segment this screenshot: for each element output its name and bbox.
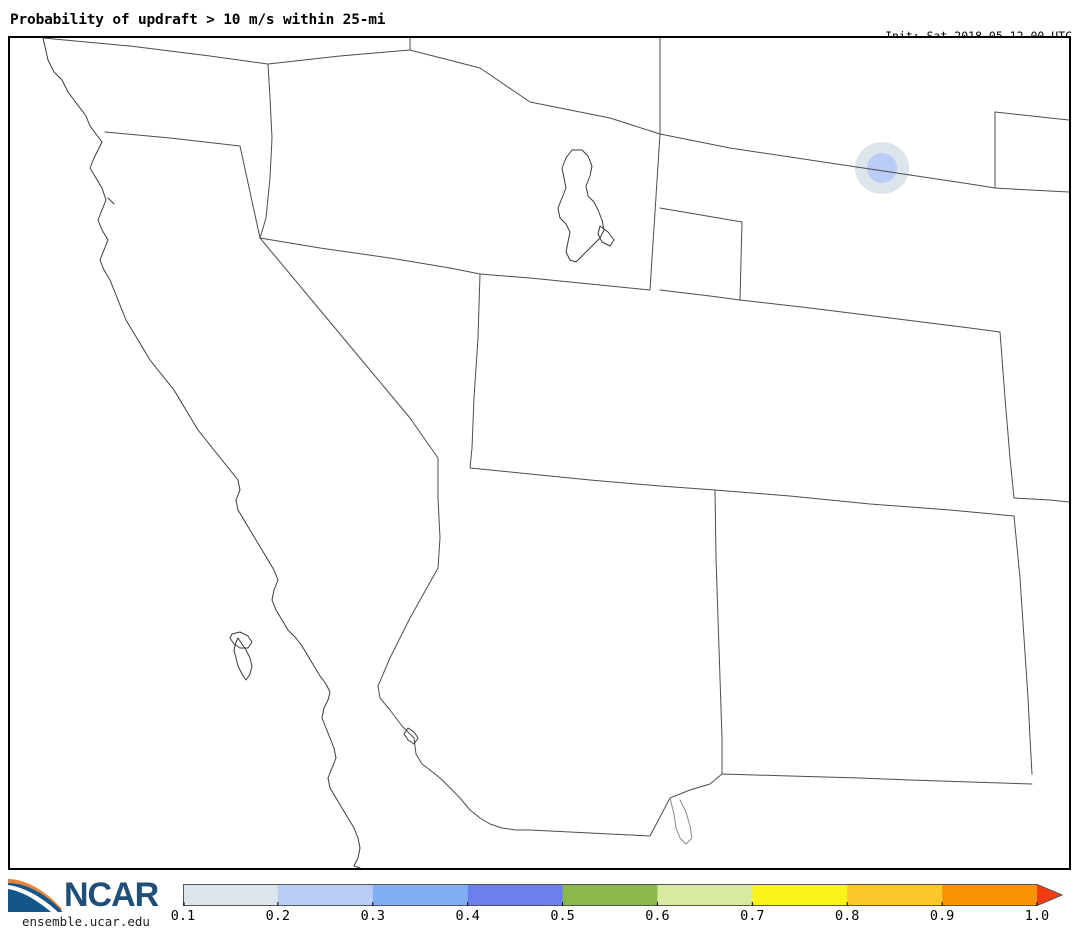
- gulf-of-california-coast: [107, 197, 115, 205]
- colorado-river-delta: [669, 797, 693, 845]
- border-wyoming-colorado: [739, 299, 1001, 333]
- border-mexico-newmexico: [721, 773, 1033, 785]
- ncar-logo[interactable]: NCAR ensemble.ucar.edu: [6, 876, 176, 932]
- logo-blue-lower: [8, 890, 51, 912]
- border-nevada-utah: [259, 237, 481, 469]
- baja-california-coast: [353, 865, 361, 868]
- border-wyoming-north: [659, 111, 996, 189]
- border-arizona-newmexico: [714, 489, 723, 775]
- salton-sea: [403, 727, 419, 745]
- map-panel[interactable]: [8, 36, 1071, 870]
- colorbar-tick-label-0.3: 0.3: [360, 908, 385, 924]
- ncar-wordmark: NCAR: [64, 876, 159, 914]
- colorbar-gradient: [183, 884, 1063, 906]
- colorbar-tick-label-0.2: 0.2: [265, 908, 291, 924]
- map-canvas[interactable]: [10, 38, 1069, 868]
- colorbar-band-0.5-0.6: [562, 884, 658, 906]
- pacific-coastline: [42, 38, 361, 867]
- border-kansas-oklahoma: [1013, 497, 1069, 503]
- colorbar-tick-label-0.6: 0.6: [645, 908, 670, 924]
- footer-bar: NCAR ensemble.ucar.edu 0.1 0.2 0.3 0.4 0.5 0.…: [0, 872, 1080, 936]
- colorbar-band-0.6-0.7: [657, 884, 753, 906]
- border-idaho-north: [267, 38, 411, 65]
- border-oregon-idaho: [259, 63, 273, 239]
- page-title: Probability of updraft > 10 m/s within 2…: [10, 12, 386, 28]
- border-california-nevada-south: [377, 567, 439, 687]
- header: Probability of updraft > 10 m/s within 2…: [0, 0, 1080, 83]
- colorbar-band-0.8-0.9: [847, 884, 943, 906]
- border-nebraska-north: [994, 111, 1069, 121]
- colorbar-band-0.7-0.8: [752, 884, 848, 906]
- colorbar-tick-label-0.5: 0.5: [550, 908, 575, 924]
- colorbar-tick-label-0.1: 0.1: [170, 908, 196, 924]
- border-wyoming-nebraska-east: [994, 187, 1069, 193]
- border-montana-wyoming-north: [409, 38, 661, 135]
- great-salt-lake: [557, 149, 605, 263]
- colorbar-band-0.3-0.4: [372, 884, 469, 906]
- utah-lake: [597, 225, 615, 247]
- colorbar-tick-label-0.9: 0.9: [929, 908, 955, 924]
- border-utah-wyoming: [659, 207, 743, 301]
- border-utah-colorado: [469, 467, 716, 491]
- colorbar-tick-label-1.0: 1.0: [1024, 908, 1050, 924]
- san-pablo-bay: [229, 631, 253, 649]
- colorbar-tick-labels: 0.1 0.2 0.3 0.4 0.5 0.6 0.7 0.8 0.9 1.0: [171, 908, 1063, 930]
- border-idaho-utah-nevada: [479, 133, 661, 291]
- colorbar[interactable]: 0.1 0.2 0.3 0.4 0.5 0.6 0.7 0.8 0.9 1.0: [171, 884, 1063, 934]
- probability-contour-0.2: [867, 153, 897, 183]
- border-oregon-north: [42, 38, 269, 65]
- colorbar-tick-label-0.8: 0.8: [835, 908, 860, 924]
- probability-contour-group: [855, 142, 909, 194]
- san-francisco-bay: [233, 637, 253, 681]
- colorbar-band-0.2-0.3: [277, 884, 374, 906]
- colorbar-tick-label-0.4: 0.4: [455, 908, 480, 924]
- border-nevada-california: [259, 237, 441, 569]
- ncar-logo-mark: [8, 879, 62, 912]
- border-colorado-newmexico: [714, 489, 1015, 517]
- border-newmexico-texas: [1013, 515, 1033, 775]
- colorbar-outline: [183, 884, 1063, 906]
- ncar-url-label: ensemble.ucar.edu: [22, 914, 150, 929]
- border-mexico-arizona: [529, 773, 723, 837]
- border-oregon-south: [104, 131, 261, 239]
- colorbar-bands: [183, 884, 1063, 906]
- border-california-arizona: [377, 685, 531, 831]
- colorbar-band-0.4-0.5: [467, 884, 564, 906]
- colorbar-band-0.9-1: [942, 884, 1038, 906]
- logo-white-swoosh: [8, 885, 58, 912]
- geography-layer: [42, 38, 1069, 868]
- colorbar-band-0.1-0.2: [183, 884, 279, 906]
- colorbar-extend-max-arrow: [1037, 884, 1063, 906]
- colorbar-tick-label-0.7: 0.7: [740, 908, 765, 924]
- border-colorado-east: [999, 331, 1015, 499]
